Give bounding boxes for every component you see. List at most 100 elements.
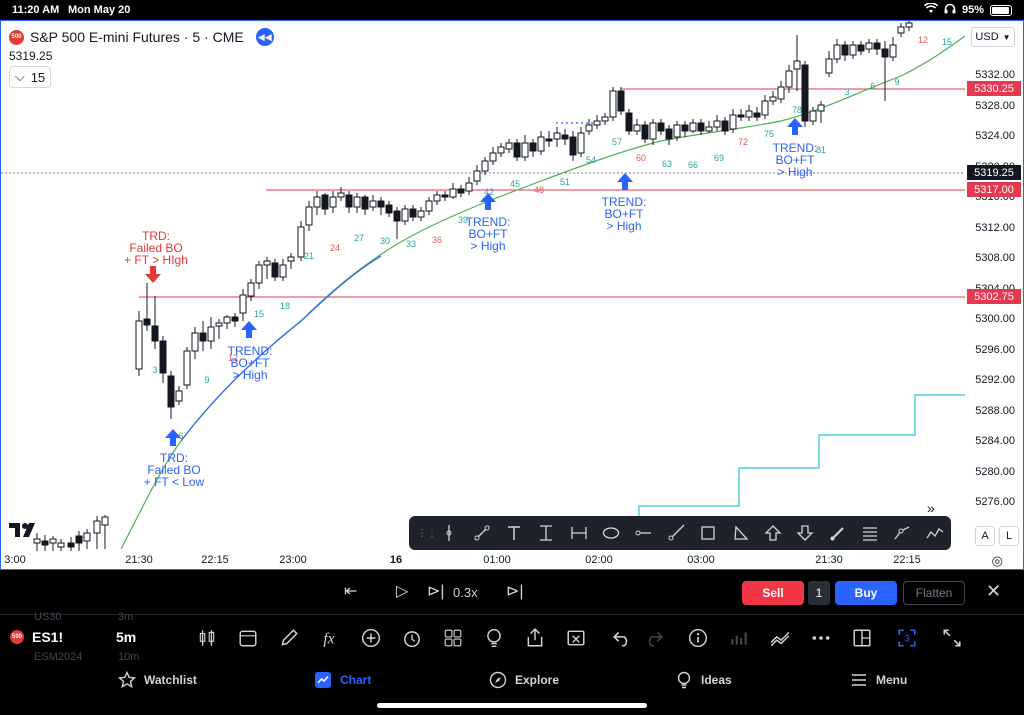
bar-count-label: 6 (870, 81, 875, 91)
undo-icon[interactable] (611, 627, 633, 649)
volume-icon[interactable] (728, 627, 750, 649)
symbol-title[interactable]: S&P 500 E-mini Futures · 5 · CME (30, 29, 244, 45)
share-icon[interactable] (524, 627, 546, 649)
nav-watchlist[interactable]: Watchlist (118, 671, 197, 689)
date-range-icon[interactable] (563, 516, 595, 550)
symbol-header[interactable]: 500 S&P 500 E-mini Futures · 5 · CME ◀◀ (9, 28, 274, 46)
sync-icon[interactable]: 3 (896, 627, 918, 649)
arrow-up-icon[interactable] (757, 516, 789, 550)
interval-selector[interactable]: ⌵ 15 (9, 66, 51, 88)
flatten-button[interactable]: Flatten (903, 581, 965, 605)
replay-calendar-icon[interactable] (237, 627, 259, 649)
bar-count-label: 72 (738, 137, 748, 147)
quantity-field[interactable]: 1 (808, 581, 830, 605)
chart-settings-icon[interactable]: ◎ (991, 553, 1003, 568)
fullscreen-icon[interactable] (941, 627, 963, 649)
close-icon[interactable]: ✕ (986, 581, 1002, 601)
path-icon[interactable] (886, 516, 918, 550)
buy-button[interactable]: Buy (835, 581, 897, 605)
candle-bear (857, 44, 865, 52)
time-tick: 01:00 (483, 554, 511, 566)
info-icon[interactable] (687, 627, 709, 649)
candle-bear (625, 112, 633, 132)
vertical-line-icon[interactable] (433, 516, 465, 550)
ghost-interval-bottom: 10m (118, 651, 140, 663)
replay-start-icon[interactable]: ⇤ (344, 583, 358, 600)
brush-icon[interactable] (822, 516, 854, 550)
price-range-icon[interactable] (530, 516, 562, 550)
candle-bull (577, 132, 585, 154)
compare-icon[interactable] (769, 627, 791, 649)
candle-bull (537, 136, 545, 152)
trend-line-icon[interactable] (465, 516, 497, 550)
candle-bull (401, 208, 409, 222)
horizontal-ray-icon[interactable] (627, 516, 659, 550)
fib-icon[interactable] (854, 516, 886, 550)
candle-bull (247, 282, 255, 297)
candle-bear (545, 138, 553, 142)
indicators-icon[interactable]: fx (319, 627, 341, 649)
candle-bull (83, 532, 91, 542)
header-price: 5319.25 (9, 49, 53, 63)
price-tick: 5280.00 (975, 465, 1015, 478)
log-scale-button[interactable]: L (999, 526, 1019, 546)
nav-explore[interactable]: Explore (489, 671, 559, 689)
auto-scale-button[interactable]: A (975, 526, 995, 546)
scroll-right-icon[interactable]: » (927, 500, 935, 516)
lightbulb-icon[interactable] (483, 627, 505, 649)
chart-area[interactable]: 3 6 9 12 15 18 21 24 27 30 33 36 39 42 45 48 51 54 57 60 63 6… (0, 20, 1024, 570)
candle-bear (529, 142, 537, 152)
add-icon[interactable] (360, 627, 382, 649)
ray-icon[interactable] (660, 516, 692, 550)
price-tick: 5288.00 (975, 404, 1015, 417)
interval-selector[interactable]: 5m (116, 629, 137, 645)
ghost-interval-top: 3m (118, 611, 134, 623)
sell-button[interactable]: Sell (742, 581, 804, 605)
time-tick: 22:15 (893, 554, 921, 566)
triangle-icon[interactable] (724, 516, 756, 550)
home-indicator[interactable] (377, 703, 647, 708)
play-icon[interactable]: ▷ (396, 583, 409, 600)
candle-bull (287, 256, 295, 262)
more-icon[interactable] (810, 627, 832, 649)
nav-ideas[interactable]: Ideas (675, 671, 732, 689)
rewind-icon[interactable]: ◀◀ (255, 28, 274, 46)
nav-chart[interactable]: Chart (314, 671, 371, 689)
candle-bull (889, 44, 897, 58)
arrow-down-icon[interactable] (789, 516, 821, 550)
rectangle-icon[interactable] (692, 516, 724, 550)
layouts-icon[interactable] (442, 627, 464, 649)
nav-menu[interactable]: Menu (850, 671, 907, 689)
text-icon[interactable] (498, 516, 530, 550)
star-icon (118, 671, 136, 689)
candle-bull (449, 188, 457, 198)
pencil-icon[interactable] (278, 627, 300, 649)
more-patterns-icon[interactable] (919, 516, 951, 550)
candle-bull (49, 538, 57, 544)
ellipse-icon[interactable] (595, 516, 627, 550)
candle-bull (609, 90, 617, 118)
status-bar: 11:20 AM Mon May 20 95% (0, 0, 1024, 20)
candle-bear (271, 262, 279, 278)
replay-speed[interactable]: 0.3x (453, 585, 478, 600)
multi-layout-icon[interactable] (851, 627, 873, 649)
candle-bull (553, 132, 561, 140)
alarm-icon[interactable] (401, 627, 423, 649)
jump-to-realtime-icon[interactable]: ⊳| (506, 583, 524, 600)
bar-count-label: 75 (764, 129, 774, 139)
symbol-selector[interactable]: 500 ES1! (10, 629, 63, 645)
candle-bull (585, 124, 593, 132)
bar-count-label: 45 (510, 179, 520, 189)
clear-icon[interactable] (565, 627, 587, 649)
price-tick: 5312.00 (975, 221, 1015, 234)
step-line (638, 394, 965, 549)
step-forward-icon[interactable]: ⊳| (427, 583, 445, 600)
currency-selector[interactable]: USD ▼ (971, 27, 1015, 47)
candles-type-icon[interactable] (196, 627, 218, 649)
grip-icon[interactable]: ⋮⋮ (417, 527, 437, 539)
redo-icon[interactable] (643, 627, 665, 649)
candle-bull (793, 60, 801, 70)
candle-bull (497, 146, 505, 154)
candle-bear (143, 318, 151, 326)
